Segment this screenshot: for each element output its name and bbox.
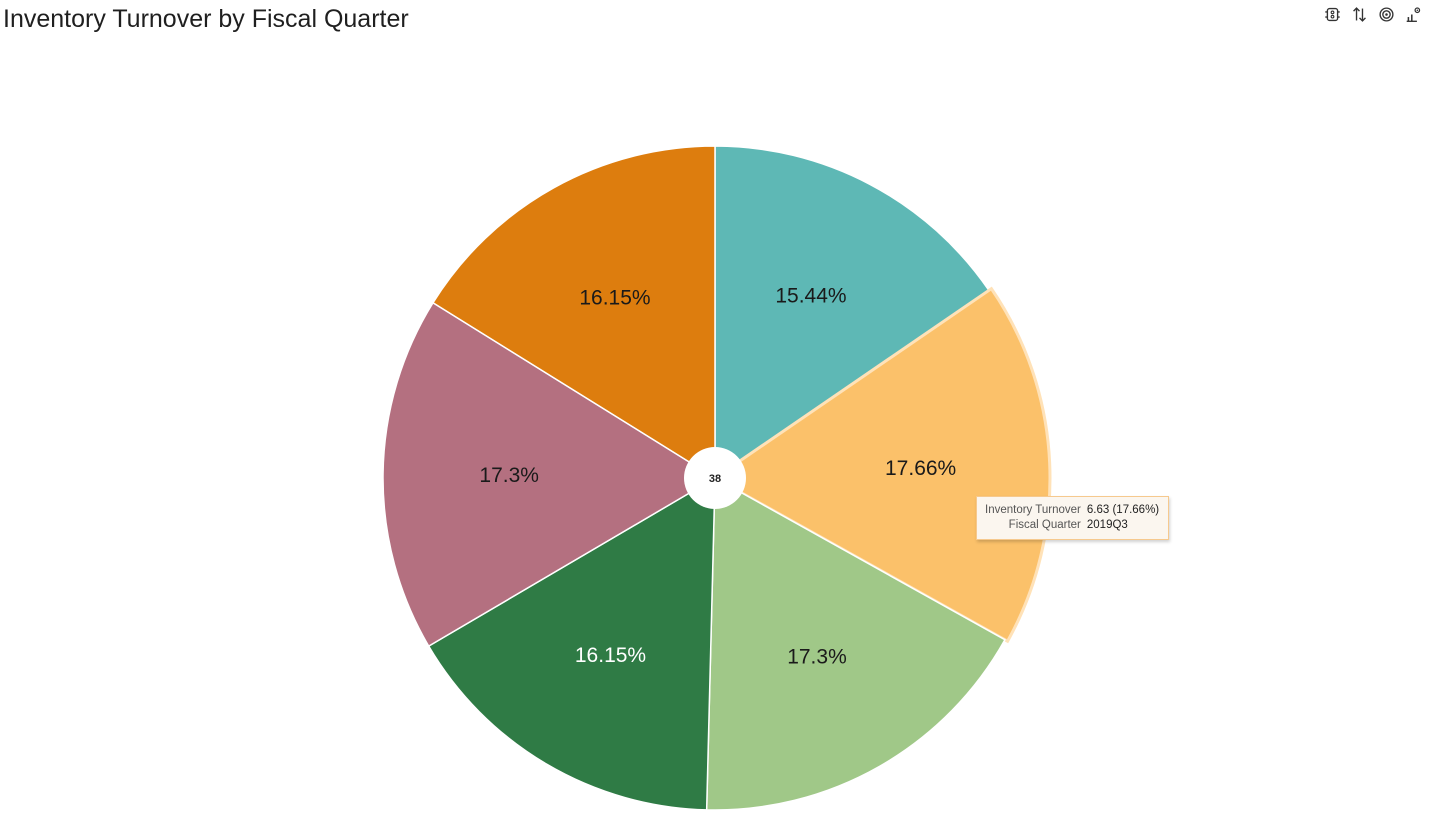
pie-slice-1[interactable]: [714, 145, 990, 480]
target-button[interactable]: [1376, 4, 1397, 25]
pie-slice-label-5: 17.3%: [479, 464, 539, 487]
tooltip-dimension-label: Fiscal Quarter: [1008, 519, 1081, 531]
pie-slice-label-3: 17.3%: [787, 645, 847, 668]
pie-slice-5[interactable]: [382, 301, 717, 648]
tooltip-dimension-value: 2019Q3: [1086, 519, 1128, 531]
pie-slice-6[interactable]: [431, 145, 716, 480]
sort-button[interactable]: [1349, 4, 1370, 25]
slice-tooltip: Inventory Turnover 6.63 (17.66%) Fiscal …: [976, 496, 1170, 540]
filter-button[interactable]: [1322, 4, 1343, 25]
pie-slice-4[interactable]: [427, 476, 716, 811]
chart-settings-button[interactable]: [1403, 4, 1424, 25]
pie-labels: 15.44% 17.66% 17.3% 16.15% 17.3% 16.15%: [479, 284, 956, 668]
pie-slice-label-2: 17.66%: [885, 457, 956, 480]
sort-icon: [1353, 7, 1366, 22]
chart-title: Inventory Turnover by Fiscal Quarter: [3, 5, 409, 33]
target-icon: [1379, 7, 1394, 22]
pie-slices: [382, 145, 1052, 811]
center-total: 38: [709, 473, 721, 485]
pie-slice-label-4: 16.15%: [575, 644, 646, 667]
pie-slice-3[interactable]: [705, 476, 1006, 811]
filter-icon: [1325, 7, 1340, 22]
pie-slice-label-6: 16.15%: [579, 287, 650, 310]
chart-toolbar: [1322, 4, 1424, 25]
tooltip-measure-label: Inventory Turnover: [985, 504, 1081, 516]
chart-settings-icon: [1406, 7, 1421, 22]
pie-slice-2[interactable]: [712, 286, 1052, 644]
center-hole: [684, 447, 746, 509]
tooltip-measure-value: 6.63 (17.66%): [1086, 504, 1160, 516]
pie-slice-label-1: 15.44%: [775, 284, 846, 307]
